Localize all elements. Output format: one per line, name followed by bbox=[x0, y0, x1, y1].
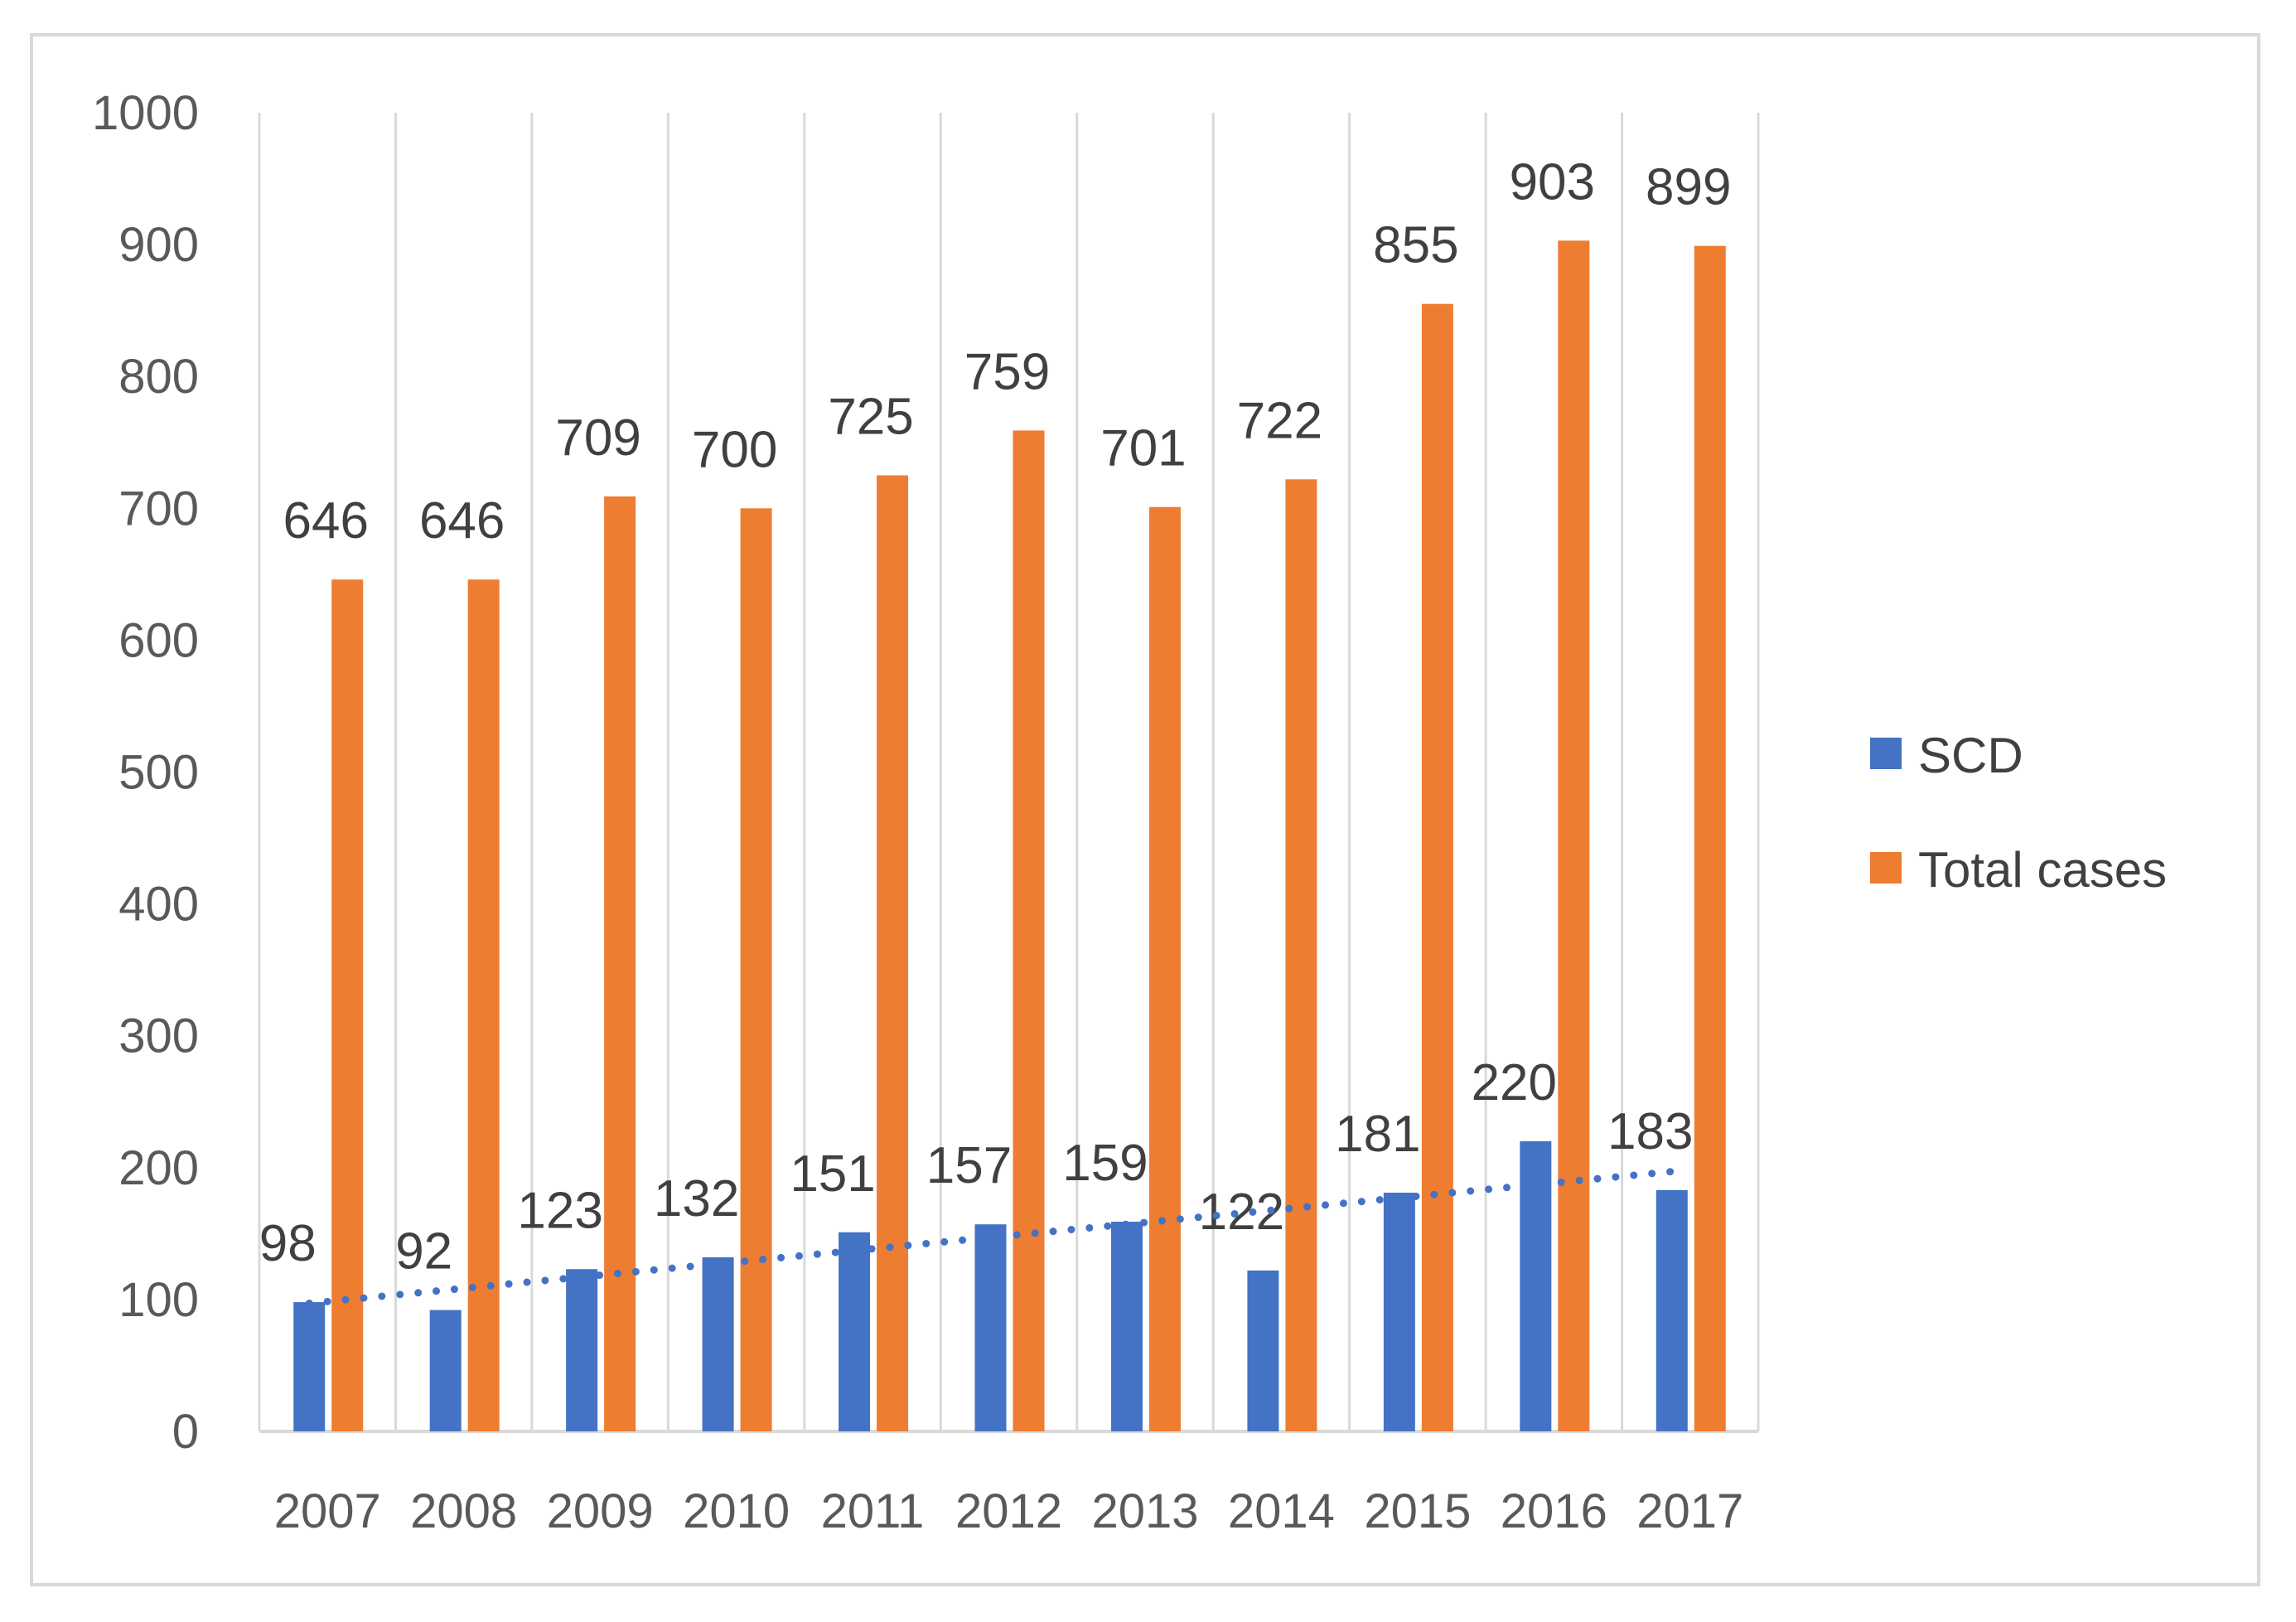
scd-bar bbox=[974, 1224, 1007, 1431]
total-cases-bar bbox=[1148, 506, 1181, 1431]
legend-swatch bbox=[1870, 738, 1902, 769]
scd-bar bbox=[702, 1256, 734, 1431]
scd-data-label: 123 bbox=[517, 1182, 602, 1239]
scd-bar bbox=[1110, 1222, 1143, 1431]
total-cases-data-label: 646 bbox=[419, 492, 505, 550]
x-tick-label: 2007 bbox=[274, 1484, 381, 1538]
y-tick-label: 900 bbox=[118, 218, 199, 272]
scd-data-label: 132 bbox=[654, 1170, 739, 1227]
scd-data-label: 151 bbox=[790, 1145, 875, 1203]
y-tick-label: 600 bbox=[118, 613, 199, 667]
total-cases-data-label: 855 bbox=[1373, 217, 1458, 274]
total-cases-bar bbox=[877, 475, 909, 1431]
legend-label: SCD bbox=[1918, 728, 2023, 783]
total-cases-data-label: 701 bbox=[1100, 420, 1186, 477]
y-tick-label: 100 bbox=[118, 1273, 199, 1327]
scd-data-label: 183 bbox=[1607, 1103, 1693, 1160]
y-tick-label: 700 bbox=[118, 482, 199, 535]
y-tick-label: 500 bbox=[118, 746, 199, 800]
x-tick-label: 2008 bbox=[410, 1484, 517, 1538]
x-tick-label: 2016 bbox=[1501, 1484, 1607, 1538]
y-tick-label: 200 bbox=[118, 1141, 199, 1195]
y-tick-label: 1000 bbox=[92, 86, 199, 140]
total-cases-data-label: 646 bbox=[283, 492, 369, 550]
total-cases-bar bbox=[1013, 430, 1045, 1431]
scd-data-label: 157 bbox=[926, 1137, 1012, 1194]
total-cases-data-label: 899 bbox=[1646, 159, 1731, 216]
x-tick-label: 2012 bbox=[955, 1484, 1062, 1538]
x-tick-label: 2010 bbox=[683, 1484, 790, 1538]
scd-data-label: 159 bbox=[1062, 1135, 1148, 1192]
chart-frame bbox=[30, 33, 2260, 1586]
scd-bar bbox=[429, 1310, 462, 1431]
total-cases-bar bbox=[467, 579, 500, 1431]
scd-bar bbox=[1247, 1270, 1279, 1431]
scd-bar bbox=[1520, 1140, 1552, 1431]
total-cases-bar bbox=[1558, 240, 1590, 1431]
total-cases-data-label: 709 bbox=[555, 409, 640, 467]
total-cases-bar bbox=[604, 496, 636, 1432]
scd-bar bbox=[566, 1269, 598, 1431]
scd-bar bbox=[1656, 1189, 1688, 1431]
x-tick-label: 2011 bbox=[821, 1484, 925, 1538]
total-cases-bar bbox=[740, 508, 772, 1431]
x-tick-label: 2014 bbox=[1228, 1484, 1335, 1538]
y-tick-label: 0 bbox=[172, 1405, 199, 1459]
scd-bar bbox=[1383, 1193, 1415, 1431]
total-cases-data-label: 903 bbox=[1510, 153, 1595, 211]
scd-data-label: 220 bbox=[1472, 1054, 1557, 1111]
legend-swatch bbox=[1870, 852, 1902, 884]
total-cases-bar bbox=[1285, 479, 1317, 1431]
scd-data-label: 98 bbox=[259, 1215, 317, 1272]
scd-data-label: 92 bbox=[395, 1223, 452, 1281]
total-cases-bar bbox=[331, 579, 364, 1431]
x-tick-label: 2009 bbox=[547, 1484, 654, 1538]
y-tick-label: 800 bbox=[118, 350, 199, 404]
scd-data-label: 181 bbox=[1335, 1106, 1420, 1163]
y-tick-label: 300 bbox=[118, 1010, 199, 1063]
total-cases-data-label: 725 bbox=[828, 389, 913, 446]
scd-bar bbox=[293, 1302, 326, 1431]
x-tick-label: 2015 bbox=[1364, 1484, 1471, 1538]
total-cases-bar bbox=[1421, 303, 1453, 1431]
total-cases-data-label: 722 bbox=[1237, 392, 1322, 449]
x-tick-label: 2017 bbox=[1636, 1484, 1743, 1538]
total-cases-bar bbox=[1694, 245, 1726, 1431]
total-cases-data-label: 759 bbox=[964, 343, 1050, 400]
legend-label: Total cases bbox=[1918, 842, 2167, 898]
scd-bar bbox=[839, 1232, 871, 1431]
total-cases-data-label: 700 bbox=[692, 421, 777, 478]
x-tick-label: 2013 bbox=[1091, 1484, 1198, 1538]
y-tick-label: 400 bbox=[118, 878, 199, 932]
